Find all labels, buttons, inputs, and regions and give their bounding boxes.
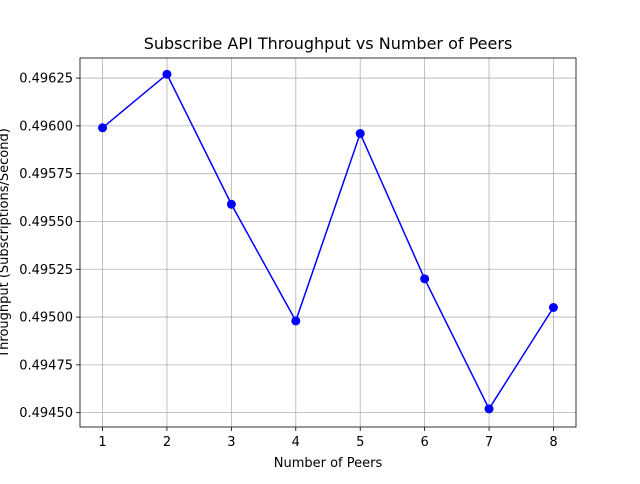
y-tick-label: 0.49450 — [19, 406, 73, 421]
x-axis-label: Number of Peers — [274, 456, 383, 471]
x-tick-label: 5 — [356, 435, 364, 450]
chart-title: Subscribe API Throughput vs Number of Pe… — [144, 34, 513, 53]
data-point — [162, 69, 172, 79]
y-tick-label: 0.49550 — [19, 215, 73, 230]
y-tick-label: 0.49575 — [19, 167, 73, 182]
y-tick-label: 0.49600 — [19, 119, 73, 134]
x-tick-label: 8 — [549, 435, 557, 450]
plot-frame — [79, 57, 577, 428]
data-point — [484, 404, 494, 414]
x-tick-label: 7 — [485, 435, 493, 450]
axes — [76, 57, 577, 431]
data-point — [226, 199, 236, 209]
grid — [80, 58, 576, 427]
series-layer — [98, 69, 558, 414]
data-point — [98, 123, 108, 133]
x-tick-label: 1 — [98, 435, 106, 450]
y-tick-label: 0.49500 — [19, 311, 73, 326]
tick-labels: 1 2 3 4 5 6 7 8 0.49450 0.49475 0.49500 0.49525 0.49… — [19, 72, 557, 450]
series-line — [102, 73, 555, 411]
x-tick-label: 3 — [227, 435, 235, 450]
data-point — [548, 303, 558, 313]
x-tick-label: 6 — [420, 435, 428, 450]
y-axis-label: Throughput (Subscriptions/Second) — [0, 128, 12, 359]
x-tick-label: 2 — [163, 435, 171, 450]
data-point — [291, 316, 301, 326]
data-point — [420, 274, 430, 284]
x-tick-label: 4 — [292, 435, 300, 450]
y-tick-label: 0.49625 — [19, 72, 73, 87]
y-tick-label: 0.49475 — [19, 358, 73, 373]
data-point — [355, 129, 365, 139]
y-tick-label: 0.49525 — [19, 263, 73, 278]
